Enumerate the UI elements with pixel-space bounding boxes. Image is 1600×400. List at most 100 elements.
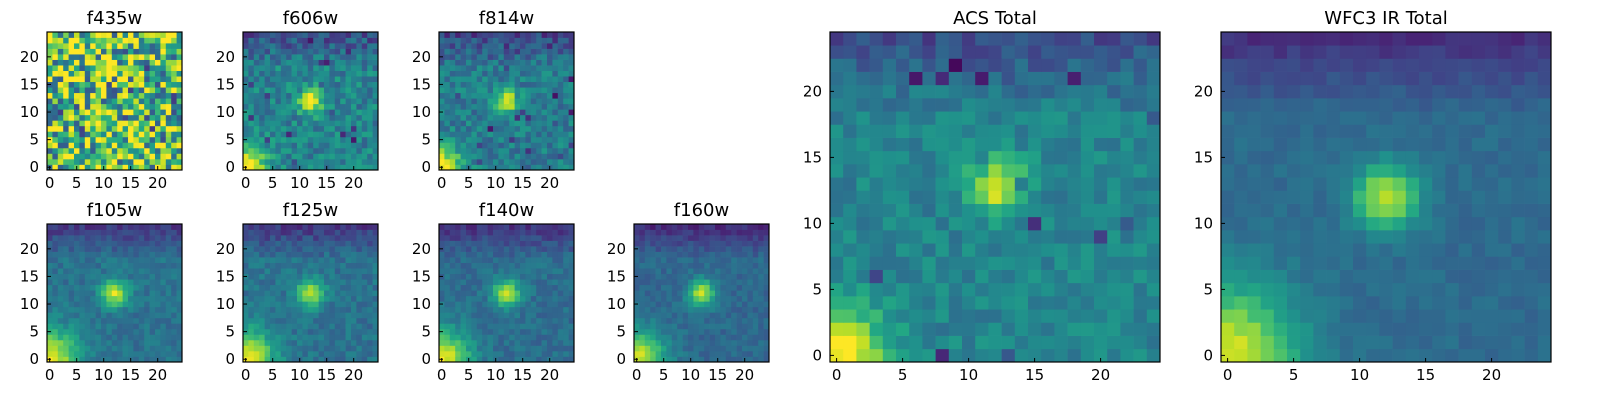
heatmap-cell xyxy=(439,224,445,230)
heatmap-cell xyxy=(291,279,298,286)
heatmap-cell xyxy=(498,306,505,313)
heatmap-cell xyxy=(856,111,870,125)
heatmap-cell xyxy=(650,268,656,275)
heatmap-cell xyxy=(52,98,59,105)
heatmap-cell xyxy=(133,323,140,330)
heatmap-cell xyxy=(439,98,445,105)
heatmap-cell xyxy=(106,142,113,149)
heatmap-cell xyxy=(144,273,150,280)
heatmap-cell xyxy=(176,251,183,258)
heatmap-cell xyxy=(243,268,249,275)
heatmap-cell xyxy=(671,246,678,252)
heatmap-cell xyxy=(144,164,150,171)
heatmap-cell xyxy=(493,312,499,319)
heatmap-cell xyxy=(253,345,260,352)
heatmap-cell xyxy=(286,290,292,297)
heatmap-cell xyxy=(449,328,456,335)
heatmap-cell xyxy=(280,87,287,94)
heatmap-cell xyxy=(487,37,494,44)
heatmap-cell xyxy=(101,114,107,121)
heatmap-cell xyxy=(106,120,113,127)
heatmap-cell xyxy=(725,356,732,363)
heatmap-cell xyxy=(493,257,499,263)
heatmap-cell xyxy=(171,164,177,171)
heatmap-cell xyxy=(133,317,140,324)
heatmap-cell xyxy=(530,147,537,154)
heatmap-cell xyxy=(270,70,276,77)
heatmap-cell xyxy=(345,312,352,319)
heatmap-cell xyxy=(715,224,721,230)
heatmap-cell xyxy=(334,142,341,149)
heatmap-cell xyxy=(286,295,292,302)
heatmap-cell xyxy=(666,350,673,357)
heatmap-cell xyxy=(439,59,445,66)
heatmap-cell xyxy=(286,301,292,308)
heatmap-cell xyxy=(487,339,494,346)
heatmap-cell xyxy=(736,246,743,252)
heatmap-cell xyxy=(253,65,260,71)
heatmap-cell xyxy=(133,136,140,143)
heatmap-cell xyxy=(275,290,282,297)
heatmap-cell xyxy=(731,328,737,335)
heatmap-cell xyxy=(307,279,314,286)
heatmap-cell xyxy=(138,279,145,286)
heatmap-cell xyxy=(758,251,764,258)
heatmap-cell xyxy=(324,328,330,335)
heatmap-cell xyxy=(111,317,118,324)
heatmap-cell xyxy=(487,65,494,71)
heatmap-cell xyxy=(264,356,271,363)
heatmap-cell xyxy=(286,48,292,55)
heatmap-cell xyxy=(47,295,53,302)
heatmap-cell xyxy=(752,284,759,291)
heatmap-cell xyxy=(84,37,91,44)
heatmap-cell xyxy=(715,323,721,330)
heatmap-cell xyxy=(487,48,494,55)
heatmap-cell xyxy=(165,224,172,230)
heatmap-cell xyxy=(84,120,91,127)
heatmap-cell xyxy=(1067,243,1082,257)
heatmap-cell xyxy=(715,262,721,269)
heatmap-cell xyxy=(644,301,651,308)
heatmap-cell xyxy=(111,153,118,160)
y-tick-label: 15 xyxy=(216,267,235,285)
heatmap-cell xyxy=(367,224,373,230)
heatmap-cell xyxy=(155,257,161,263)
heatmap-cell xyxy=(661,224,667,230)
heatmap-cell xyxy=(557,92,564,99)
heatmap-cell xyxy=(291,37,298,44)
heatmap-cell xyxy=(259,164,265,171)
heatmap-cell xyxy=(101,306,107,313)
heatmap-cell xyxy=(138,76,145,83)
heatmap-cell xyxy=(291,323,298,330)
heatmap-cell xyxy=(525,235,532,241)
heatmap-cell xyxy=(536,109,542,116)
heatmap-cell xyxy=(117,142,123,149)
heatmap-cell xyxy=(514,235,521,241)
heatmap-cell xyxy=(275,246,282,252)
heatmap-cell xyxy=(466,334,472,341)
heatmap-cell xyxy=(466,54,472,60)
heatmap-cell xyxy=(356,43,363,49)
heatmap-cell xyxy=(487,142,494,149)
heatmap-cell xyxy=(324,92,330,99)
panel-title: f140w xyxy=(479,200,534,221)
heatmap-cell xyxy=(725,257,732,263)
heatmap-cell xyxy=(307,120,314,127)
heatmap-cell xyxy=(498,32,505,38)
heatmap-cell xyxy=(155,290,161,297)
heatmap-cell xyxy=(856,150,870,165)
heatmap-cell xyxy=(90,131,96,138)
heatmap-cell xyxy=(117,32,123,38)
heatmap-cell xyxy=(503,59,510,66)
heatmap-cell xyxy=(704,295,710,302)
heatmap-cell xyxy=(171,257,177,263)
heatmap-cell xyxy=(922,137,936,152)
heatmap-cell xyxy=(514,301,521,308)
heatmap-cell xyxy=(476,92,483,99)
heatmap-cell xyxy=(68,290,75,297)
heatmap-cell xyxy=(869,335,884,350)
heatmap-cell xyxy=(334,306,341,313)
heatmap-cell xyxy=(530,246,537,252)
